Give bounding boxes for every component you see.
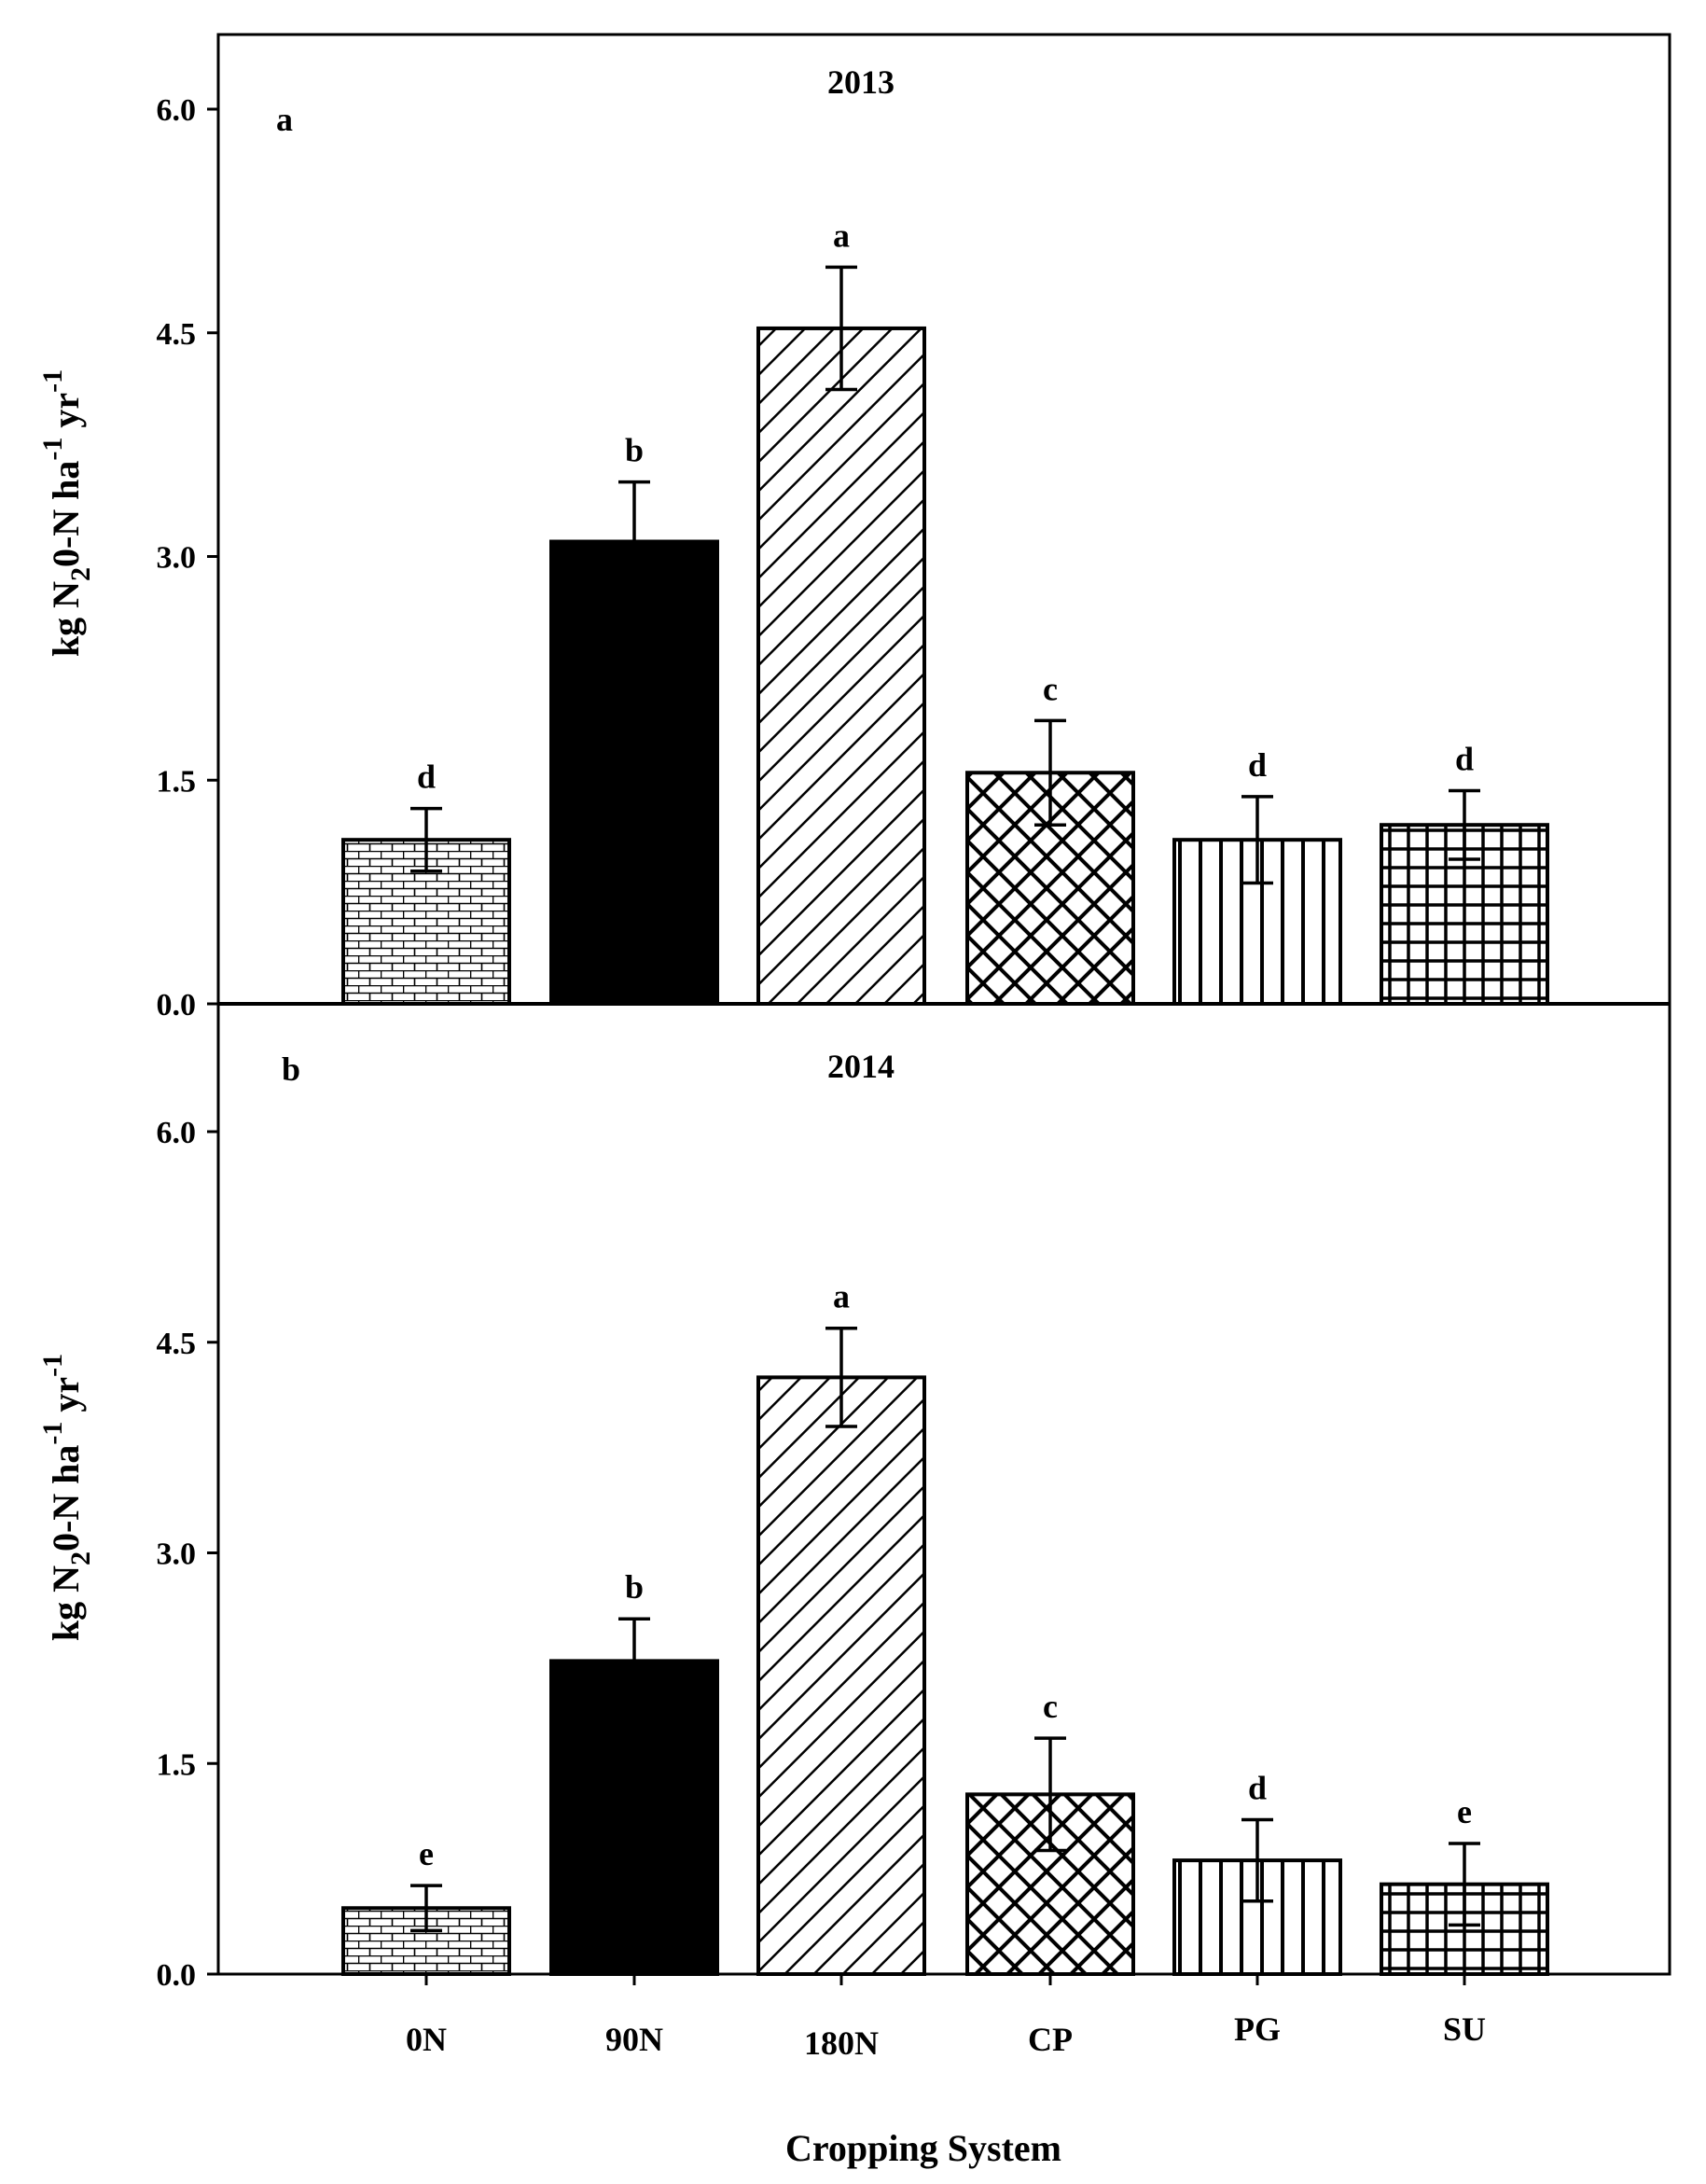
x-axis-label: Cropping System [785, 2127, 1061, 2169]
y-label-sup2: -1 [37, 1354, 68, 1377]
y-label-mid: 0-N ha [45, 461, 87, 567]
panel-title: 2013 [827, 63, 895, 101]
bar-90n [549, 539, 719, 1006]
x-tick-label: CP [1028, 2021, 1073, 2058]
y-label-sup1: -1 [37, 1422, 68, 1445]
y-tick-label: 0.0 [157, 1958, 197, 1993]
y-tick-label: 4.5 [157, 317, 197, 352]
significance-letter: d [1248, 1769, 1267, 1806]
y-tick-label: 1.5 [157, 764, 197, 799]
x-tick-label: PG [1234, 2010, 1281, 2048]
significance-letter: d [417, 758, 436, 796]
y-axis-label: kg N20-N ha-1 yr-1 [37, 1354, 96, 1641]
bar-90n [549, 1659, 719, 1976]
y-label-sub: 2 [65, 1551, 96, 1565]
panel-2013: 0.0 1.5 3.0 4.5 6.0 d b a c d d a 2013 kg N20-N ha-1 … [37, 63, 1549, 1022]
panel-label: a [276, 101, 293, 138]
bar-180n [756, 326, 926, 1006]
x-tick-label: 180N [804, 2024, 879, 2062]
bar-su [1380, 823, 1549, 1007]
plot-frame: 0N 90N 180N CP PG SU [216, 33, 1671, 2062]
y-tick-label: 3.0 [157, 1537, 197, 1572]
significance-letter: b [625, 432, 644, 469]
significance-letter: c [1043, 1688, 1058, 1725]
panel-label: b [282, 1050, 300, 1088]
significance-letter: b [625, 1568, 644, 1606]
y-label-mid2: yr [45, 1377, 87, 1422]
y-tick-label: 3.0 [157, 541, 197, 576]
panel-title: 2014 [827, 1048, 895, 1085]
y-tick-label: 0.0 [157, 988, 197, 1022]
x-tick-label: SU [1443, 2010, 1486, 2048]
y-label-sub: 2 [65, 567, 96, 581]
y-axis-label: kg N20-N ha-1 yr-1 [37, 369, 96, 657]
y-label-mid: 0-N ha [45, 1445, 87, 1551]
significance-letter: a [833, 1278, 850, 1315]
y-tick-label: 6.0 [157, 1116, 197, 1150]
bar-180n [756, 1375, 926, 1976]
significance-letter: d [1248, 746, 1267, 784]
y-label-mid2: yr [45, 393, 87, 438]
significance-letter: d [1455, 740, 1474, 777]
significance-letter: c [1043, 670, 1058, 707]
significance-letter: a [833, 216, 850, 254]
y-label-pre: kg N [45, 581, 87, 657]
x-tick-label: 90N [605, 2021, 663, 2058]
y-label-sup1: -1 [37, 438, 68, 461]
panel-2014: 0.0 1.5 3.0 4.5 6.0 e b a c d e b 2014 kg N20-N ha-1 … [37, 1048, 1549, 1993]
y-label-pre: kg N [45, 1565, 87, 1641]
y-tick-label: 6.0 [157, 93, 197, 128]
y-label-sup2: -1 [37, 369, 68, 393]
significance-letter: e [1457, 1793, 1472, 1830]
y-tick-label: 4.5 [157, 1327, 197, 1361]
significance-letter: e [419, 1835, 434, 1872]
x-tick-label: 0N [406, 2021, 447, 2058]
y-tick-label: 1.5 [157, 1747, 197, 1782]
